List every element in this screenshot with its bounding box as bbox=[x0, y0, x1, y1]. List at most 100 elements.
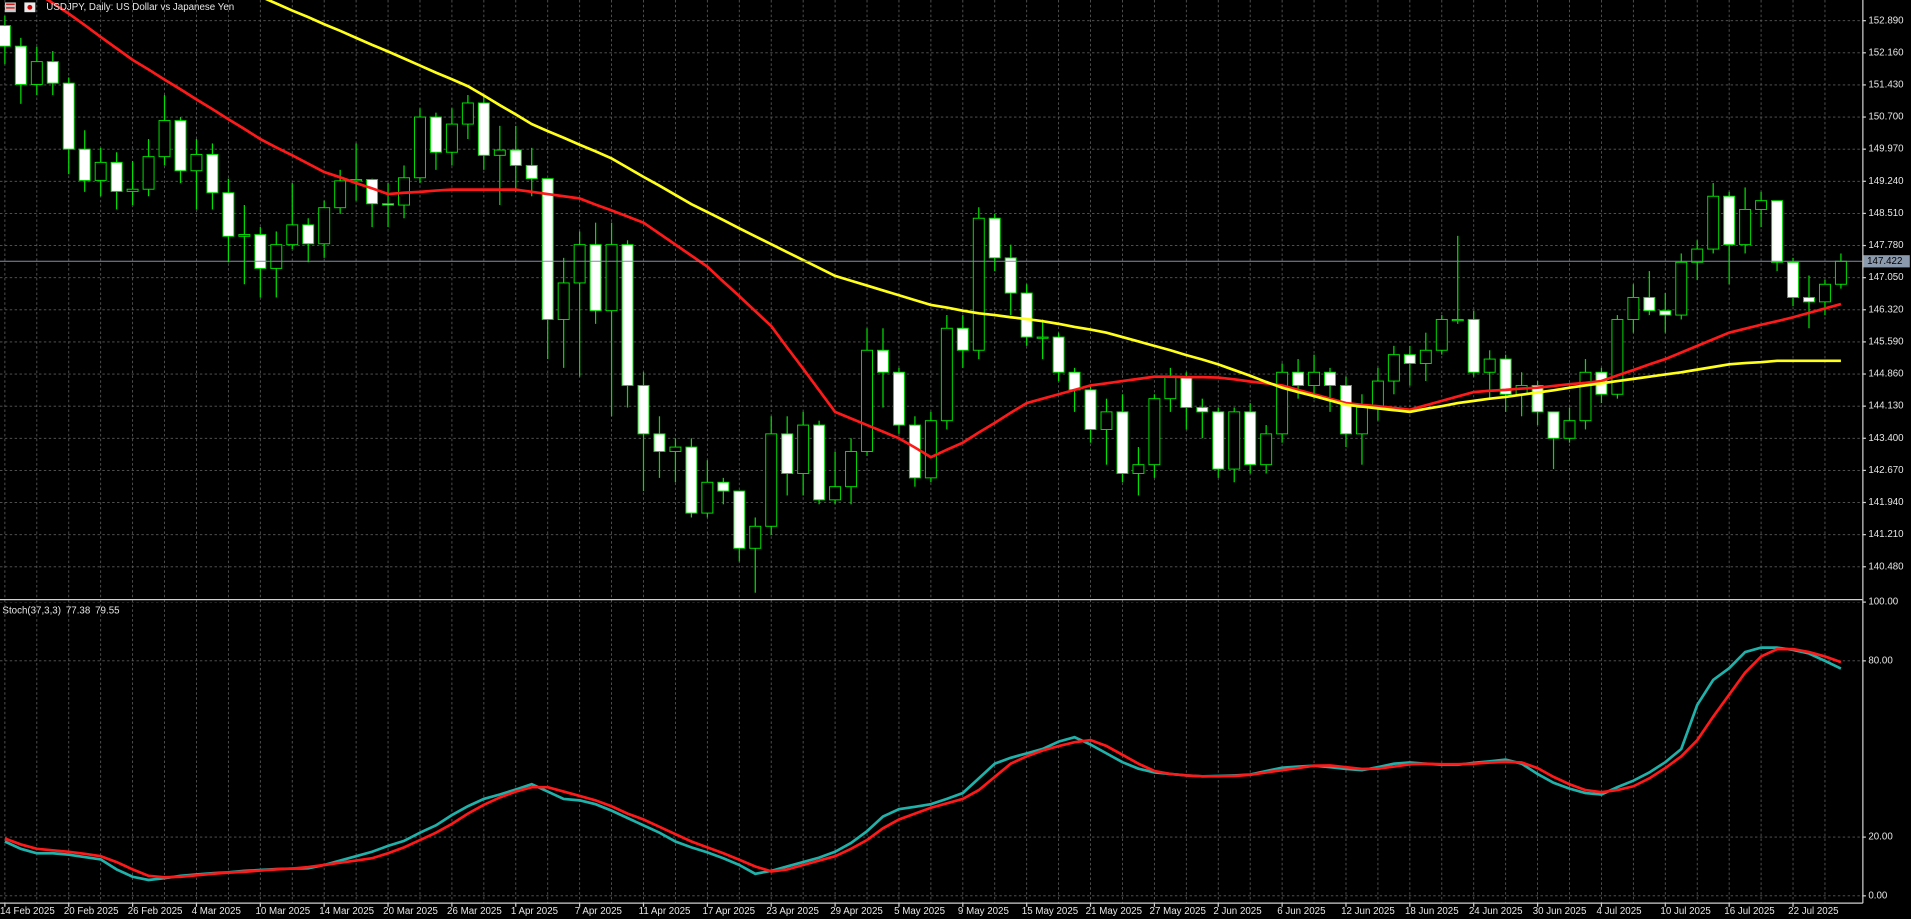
candle-body bbox=[829, 486, 842, 501]
icon bbox=[6, 3, 15, 5]
y-tick-label: 20.00 bbox=[1868, 832, 1893, 843]
candle-body bbox=[1451, 318, 1464, 322]
candle-body bbox=[781, 433, 794, 474]
candle-body bbox=[1324, 371, 1336, 386]
candle-body bbox=[972, 217, 985, 351]
candle-body bbox=[1036, 336, 1049, 339]
y-tick-label: 143.400 bbox=[1868, 433, 1904, 444]
x-tick-label: 21 May 2025 bbox=[1086, 906, 1143, 917]
x-tick-label: 1 Apr 2025 bbox=[511, 906, 559, 917]
x-tick-label: 14 Mar 2025 bbox=[319, 906, 374, 917]
candle-body bbox=[988, 217, 1001, 259]
candle-body bbox=[46, 61, 59, 84]
y-tick-label: 146.320 bbox=[1868, 304, 1904, 315]
y-tick-label: 149.240 bbox=[1868, 176, 1904, 187]
current-price-label: 147.422 bbox=[1867, 256, 1902, 267]
candle-body bbox=[589, 244, 602, 312]
candle-body bbox=[1116, 411, 1129, 474]
candle-body bbox=[1787, 261, 1799, 298]
candle-body bbox=[382, 203, 395, 206]
y-tick-label: 148.510 bbox=[1868, 208, 1904, 219]
x-tick-label: 4 Mar 2025 bbox=[192, 906, 242, 917]
candle-body bbox=[1196, 406, 1209, 413]
moving-average bbox=[45, 0, 1842, 459]
candle-body bbox=[605, 244, 618, 312]
vertical-grid bbox=[4, 0, 1826, 904]
candle-body bbox=[1052, 336, 1065, 373]
candle-body bbox=[78, 148, 91, 181]
y-tick-label: 151.430 bbox=[1868, 80, 1904, 91]
candle-body bbox=[190, 153, 203, 172]
candle-body bbox=[1627, 296, 1640, 320]
candle-body bbox=[222, 192, 235, 237]
candle-body bbox=[861, 349, 873, 452]
x-tick-label: 18 Jun 2025 bbox=[1405, 906, 1459, 917]
candle-body bbox=[1212, 411, 1225, 470]
candle-body bbox=[1483, 358, 1496, 373]
candle-body bbox=[1371, 380, 1384, 408]
candle-body bbox=[1148, 398, 1161, 466]
candle-body bbox=[765, 433, 778, 527]
candle-body bbox=[1563, 420, 1576, 439]
candle-body bbox=[813, 424, 826, 501]
candle-body bbox=[142, 156, 155, 190]
candle-body bbox=[1403, 354, 1416, 364]
y-tick-label: 100.00 bbox=[1868, 597, 1898, 608]
indicator-line bbox=[4, 647, 1842, 879]
candle-body bbox=[1292, 371, 1305, 386]
candle-body bbox=[1180, 376, 1193, 408]
candle-body bbox=[414, 116, 426, 179]
x-tick-label: 10 Mar 2025 bbox=[255, 906, 310, 917]
candle-body bbox=[158, 120, 171, 158]
candle-body bbox=[733, 490, 746, 549]
candle-body bbox=[1100, 411, 1113, 430]
candle-body bbox=[445, 123, 458, 153]
moving-average bbox=[264, 0, 1841, 414]
candle-body bbox=[366, 179, 379, 205]
candle-body bbox=[541, 178, 554, 320]
candle-body bbox=[1467, 318, 1480, 373]
candle-body bbox=[509, 149, 522, 166]
x-tick-label: 4 Jul 2025 bbox=[1597, 906, 1643, 917]
candle-body bbox=[1132, 464, 1145, 474]
x-tick-label: 20 Mar 2025 bbox=[383, 906, 438, 917]
candle-body bbox=[1643, 296, 1656, 312]
y-tick-label: 144.860 bbox=[1868, 369, 1904, 380]
candle-body bbox=[110, 161, 123, 192]
current-price-box bbox=[1863, 255, 1910, 268]
candle-body bbox=[877, 349, 889, 373]
candle-body bbox=[845, 450, 858, 488]
candle-body bbox=[429, 116, 442, 153]
candle-body bbox=[892, 371, 905, 426]
chart-title: USDJPY, Daily: US Dollar vs Japanese Yen bbox=[46, 2, 234, 13]
candle-body bbox=[174, 120, 187, 172]
candle-body bbox=[797, 424, 810, 474]
y-tick-label: 144.130 bbox=[1868, 401, 1904, 412]
icon bbox=[27, 4, 33, 10]
x-tick-label: 12 Jun 2025 bbox=[1341, 906, 1395, 917]
candle-body bbox=[525, 164, 538, 180]
candle-body bbox=[701, 481, 714, 514]
candle-body bbox=[461, 102, 474, 125]
candle-body bbox=[1547, 411, 1560, 439]
candle-body bbox=[1084, 389, 1097, 430]
candle-body bbox=[1675, 261, 1688, 316]
candle-body bbox=[908, 424, 921, 479]
candle-body bbox=[1531, 384, 1544, 413]
x-tick-label: 10 Jul 2025 bbox=[1660, 906, 1711, 917]
candle-body bbox=[1707, 195, 1720, 250]
candle-body bbox=[924, 420, 937, 479]
icon bbox=[6, 7, 15, 9]
candle-body bbox=[1164, 376, 1177, 400]
candle-body bbox=[1435, 318, 1448, 351]
candle-body bbox=[1755, 200, 1768, 210]
candle-body bbox=[669, 446, 682, 452]
candle-body bbox=[1276, 371, 1289, 435]
y-tick-label: 147.050 bbox=[1868, 272, 1904, 283]
icon bbox=[4, 2, 16, 13]
candle-body bbox=[557, 282, 570, 320]
candle-body bbox=[717, 481, 730, 492]
